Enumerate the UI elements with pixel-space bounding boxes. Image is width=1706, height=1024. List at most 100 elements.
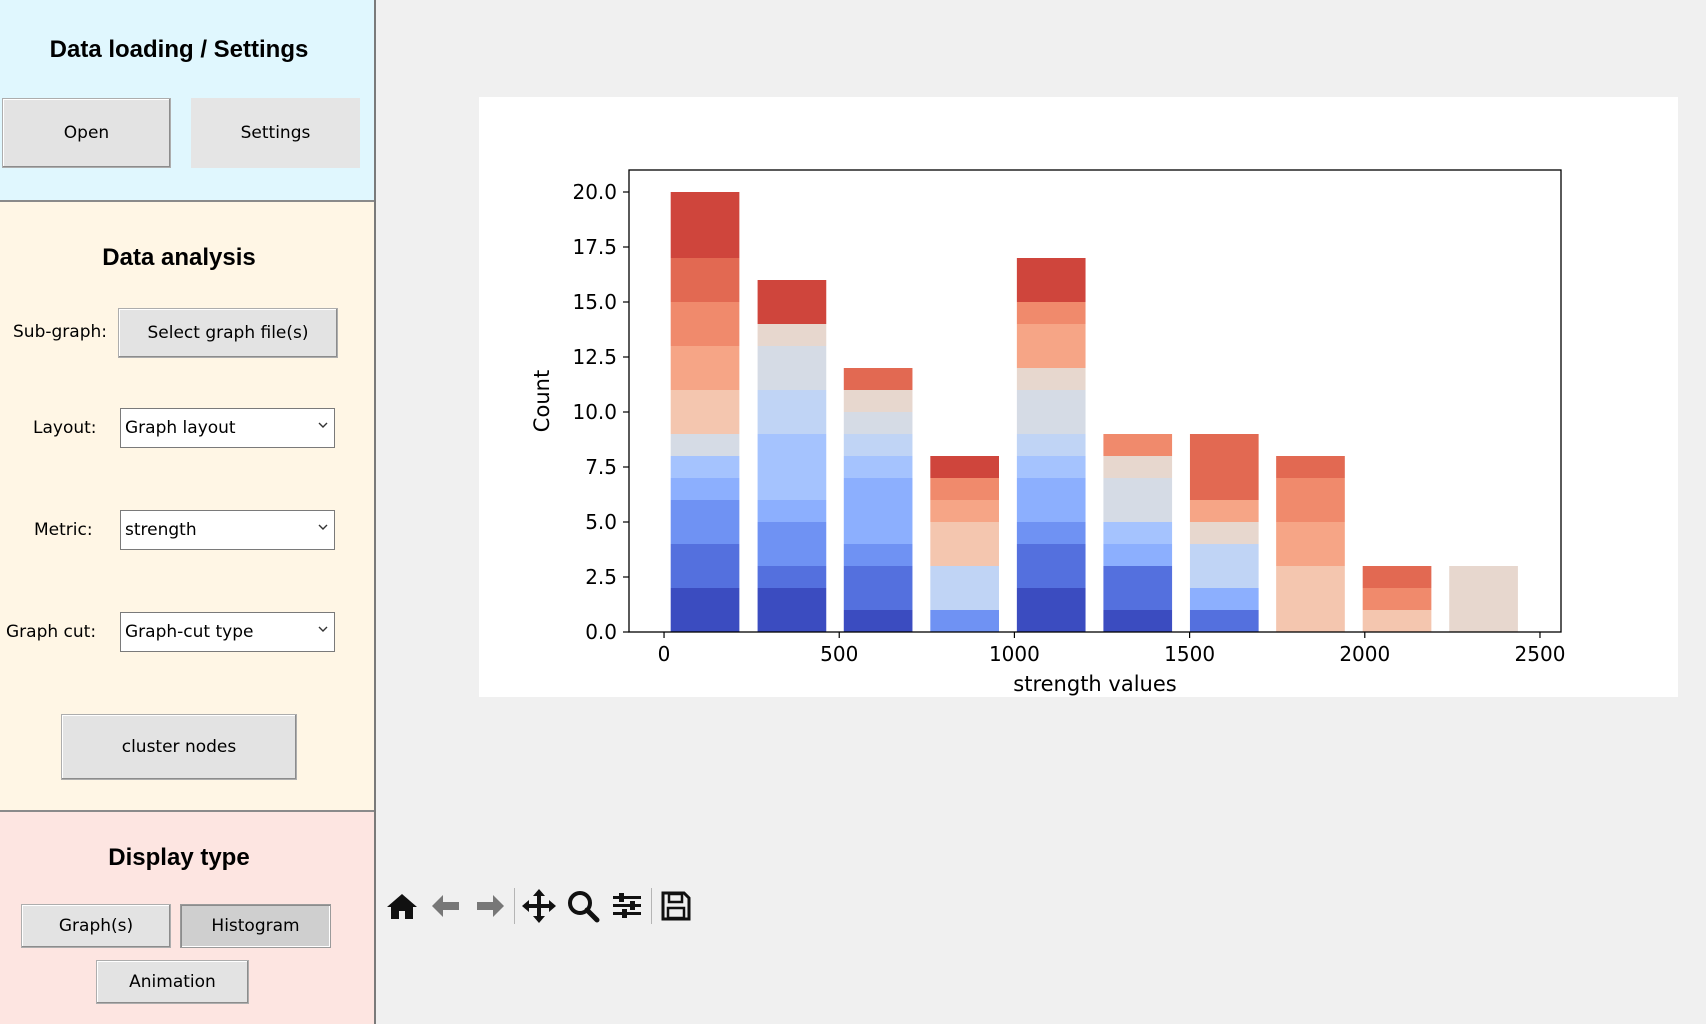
metric-select[interactable]: strength [120,510,335,550]
histogram-bar-segment [930,610,999,632]
histogram-bar-segment [930,500,999,522]
histogram-bar-segment [1016,478,1086,522]
subgraph-label: Sub-graph: [13,322,107,342]
histogram-bar-segment [757,588,827,632]
histogram-bar-segment [1016,324,1086,368]
x-tick-label: 1000 [989,642,1040,666]
histogram-bar-segment [1449,566,1518,632]
histogram-bar-segment [670,258,740,302]
graphs-button[interactable]: Graph(s) [21,904,171,948]
histogram-bar-segment [1016,302,1086,324]
configure-icon[interactable] [605,884,649,928]
histogram-bar-segment [1276,456,1345,478]
histogram-bar-segment [843,434,913,456]
toolbar-separator [514,888,515,924]
histogram-bar-segment [1276,478,1345,522]
histogram-bar-segment [1103,522,1173,544]
animation-button[interactable]: Animation [96,960,249,1004]
select-graph-files-button[interactable]: Select graph file(s) [118,308,338,358]
histogram-bar-segment [843,610,913,632]
histogram-bar-segment [757,324,827,346]
y-tick-label: 20.0 [572,180,617,204]
histogram-bar-segment [1189,610,1259,632]
histogram-bar-segment [930,522,999,566]
x-tick-label: 2500 [1515,642,1566,666]
histogram-bar-segment [757,280,827,324]
histogram-bar-segment [670,544,740,588]
histogram-bar-segment [670,456,740,478]
x-tick-label: 2000 [1339,642,1390,666]
histogram-bar-segment [757,566,827,588]
y-tick-label: 15.0 [572,290,617,314]
save-icon[interactable] [654,884,698,928]
data-loading-title: Data loading / Settings [49,36,309,63]
histogram-bar-segment [843,368,913,390]
graph-cut-select-value: Graph-cut type [125,622,254,642]
histogram-bar-segment [1103,478,1173,522]
histogram-bar-segment [843,390,913,412]
histogram-bar-segment [1103,434,1173,456]
layout-select[interactable]: Graph layout [120,408,335,448]
histogram-bar-segment [843,566,913,610]
histogram-bar-segment [757,500,827,522]
histogram-bar-segment [843,412,913,434]
histogram-bar-segment [1189,500,1259,522]
histogram-bar-segment [1189,588,1259,610]
display-type-section: Display type Graph(s) Histogram Animatio… [0,812,374,1024]
y-tick-label: 5.0 [585,510,617,534]
data-loading-section: Data loading / Settings Open Settings [0,0,374,202]
histogram-bar-segment [843,456,913,478]
histogram-chart: 0 500 1000 1500 2000 2500 0.0 2.5 5.0 7.5 10.0 12.5… [530,169,1566,696]
zoom-icon[interactable] [561,884,605,928]
histogram-bar-segment [670,390,740,434]
pan-icon[interactable] [517,884,561,928]
histogram-bar-segment [930,566,999,610]
y-axis-label: Count [530,370,554,432]
home-icon[interactable] [380,884,424,928]
histogram-button[interactable]: Histogram [180,904,331,948]
layout-select-value: Graph layout [125,418,236,438]
y-tick-label: 0.0 [585,620,617,644]
chevron-down-icon [318,524,328,530]
y-tick-label: 17.5 [572,235,617,259]
histogram-bar-segment [1276,522,1345,566]
graph-cut-select[interactable]: Graph-cut type [120,612,335,652]
histogram-bar-segment [670,302,740,346]
control-panel: Data loading / Settings Open Settings Da… [0,0,376,1024]
cluster-nodes-button[interactable]: cluster nodes [61,714,297,780]
forward-icon[interactable] [468,884,512,928]
histogram-bar-segment [670,434,740,456]
histogram-bar-segment [1103,610,1173,632]
plot-frame [628,169,1562,633]
plot-navigation-toolbar [380,884,698,928]
histogram-bar-segment [757,522,827,566]
open-button[interactable]: Open [2,98,171,168]
histogram-figure: 0 500 1000 1500 2000 2500 0.0 2.5 5.0 7.5 10.0 12.5… [479,97,1678,697]
histogram-bar-segment [670,346,740,390]
metric-label: Metric: [34,520,93,540]
back-icon[interactable] [424,884,468,928]
x-tick-label: 1500 [1164,642,1215,666]
layout-label: Layout: [33,418,97,438]
metric-select-value: strength [125,520,197,540]
histogram-bar-segment [1362,588,1432,610]
histogram-bar-segment [1016,368,1086,390]
y-tick-label: 7.5 [585,455,617,479]
histogram-bar-segment [757,346,827,390]
histogram-bar-segment [1016,544,1086,588]
toolbar-separator [651,888,652,924]
histogram-bar-segment [930,456,999,478]
histogram-bar-segment [1016,434,1086,456]
histogram-bar-segment [670,192,740,258]
histogram-bar-segment [1016,390,1086,434]
histogram-bar-segment [757,390,827,434]
histogram-bar-segment [1016,588,1086,632]
histogram-bar-segment [1103,566,1173,610]
data-analysis-title: Data analysis [102,244,256,271]
histogram-bar-segment [670,500,740,544]
chevron-down-icon [318,422,328,428]
y-tick-label: 10.0 [572,400,617,424]
histogram-bar-segment [1103,544,1173,566]
settings-button[interactable]: Settings [191,98,360,168]
graph-cut-label: Graph cut: [6,622,97,642]
